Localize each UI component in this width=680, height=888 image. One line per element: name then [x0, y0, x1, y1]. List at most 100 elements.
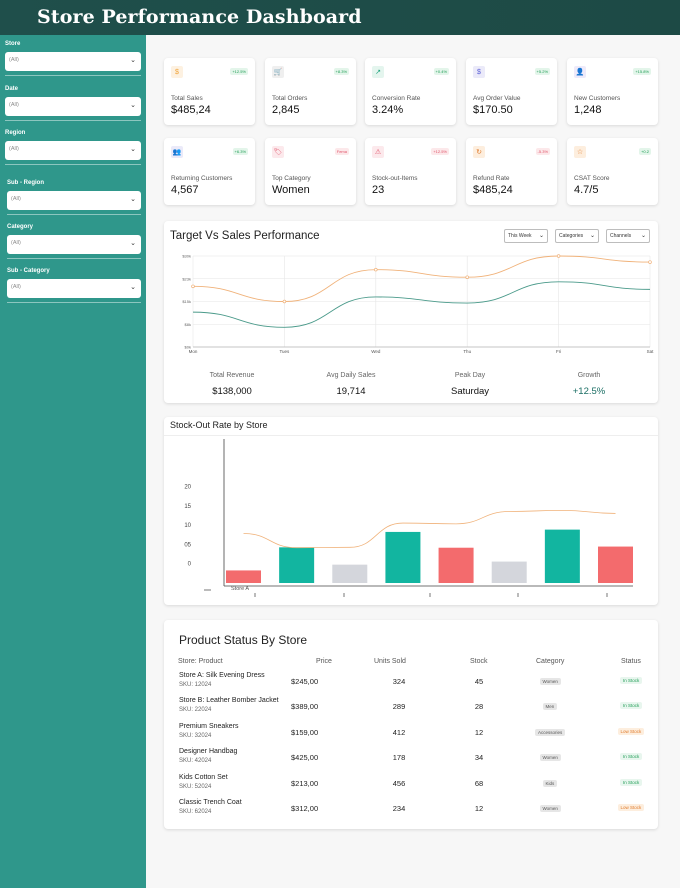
bar-7[interactable] [544, 529, 580, 583]
y-tick-label: $23k [182, 276, 191, 281]
filter-select[interactable]: (All) ⌄ [5, 52, 141, 71]
units-sold: 289 [392, 702, 406, 712]
bar-1[interactable] [226, 570, 261, 583]
filter-label: Category [7, 224, 34, 230]
kpi-label: CSAT Score [574, 175, 610, 182]
filter-select[interactable]: (All) ⌄ [5, 141, 141, 160]
data-point[interactable] [282, 299, 287, 304]
data-point[interactable] [374, 267, 378, 272]
kpi-card-total-orders: 🛒 +8.3% Total Orders 2,845 [265, 58, 356, 125]
categories-dropdown[interactable]: Categories ⌄ [555, 229, 599, 243]
y-tick-label: 15 [184, 504, 191, 510]
filter-value: (All) [9, 57, 19, 63]
product-name: Store B: Leather Bomber Jacket [179, 697, 279, 705]
bar-3[interactable] [332, 564, 368, 583]
stock-count: 12 [474, 804, 484, 813]
table-row[interactable]: Store B: Leather Bomber Jacket SKU: 22024… [164, 696, 658, 721]
bar-6[interactable] [491, 561, 527, 583]
status-badge: In Stock [620, 778, 643, 786]
product-sku: SKU: 22024 [179, 707, 212, 714]
filter-sub-category: Sub - Category (All) ⌄ [7, 268, 141, 303]
table-row[interactable]: Designer Handbag SKU: 42024 $425,00 178 34 Wo… [164, 747, 658, 772]
kpi-value: 1,248 [574, 104, 602, 116]
col-header-product: Store: Product [178, 658, 223, 665]
product-price: $159,00 [291, 727, 319, 737]
x-tick-label: Fri [556, 349, 561, 354]
filter-value: (All) [11, 284, 21, 290]
product-name: Premium Sneakers [179, 722, 239, 730]
filter-select[interactable]: (All) ⌄ [7, 235, 141, 254]
y-tick-label: 10 [184, 523, 191, 529]
filter-label: Date [5, 86, 19, 92]
kpi-card-conversion-rate: ↗ +0.4% Conversion Rate 3.24% [365, 58, 456, 125]
table-row[interactable]: Classic Trench Coat SKU: 62024 $312,00 234 1… [164, 798, 658, 823]
kpi-label: New Customers [574, 95, 621, 102]
filter-date: Date (All) ⌄ [5, 86, 141, 121]
kpi-value: $170.50 [473, 104, 513, 116]
week-dropdown[interactable]: This Week ⌄ [504, 229, 548, 243]
bar-2[interactable] [279, 547, 315, 583]
users-icon: 👥 [171, 146, 183, 158]
chevron-down-icon: ⌄ [130, 196, 136, 203]
dollar-icon: $ [171, 66, 183, 78]
cart-icon: 🛒 [272, 66, 284, 78]
page-title: Store Performance Dashboard [37, 6, 362, 28]
change-badge: +15.8% [633, 68, 651, 75]
channels-dropdown[interactable]: Channels ⌄ [606, 229, 650, 243]
x-tick-label: Wed [371, 349, 381, 354]
status-badge: In Stock [620, 702, 643, 710]
product-name: Classic Trench Coat [179, 799, 242, 806]
table-row[interactable]: Kids Cotton Set SKU: 52024 $213,00 456 68 Kid… [164, 773, 658, 798]
trend-line [243, 509, 616, 549]
stat-value: $138,000 [212, 386, 252, 397]
change-badge: +5.2% [534, 68, 550, 75]
filter-select[interactable]: (All) ⌄ [7, 279, 141, 298]
x-tick-label: Thu [463, 349, 471, 354]
stat-growth: Growth +12.5% [529, 372, 649, 397]
category-badge: Women [539, 754, 561, 762]
data-point[interactable] [465, 275, 469, 279]
filter-sub-region: Sub - Region (All) ⌄ [7, 180, 141, 215]
product-table-title: Product Status By Store [179, 633, 308, 647]
data-point[interactable] [648, 260, 652, 264]
change-badge: +0.4% [433, 68, 449, 75]
change-badge: +6.3% [232, 148, 248, 155]
table-row[interactable]: Premium Sneakers SKU: 32024 $159,00 412 12 Ac… [164, 722, 658, 747]
y-tick-label: 05 [184, 542, 191, 548]
y-tick-label: $15k [182, 299, 191, 304]
kpi-value: 3.24% [372, 104, 404, 116]
x-tick-label: Tues [279, 349, 290, 354]
kpi-card-refund-rate: ↻ -5.3% Refund Rate $485,24 [466, 138, 557, 205]
stock-count: 34 [474, 753, 484, 763]
kpi-label: Total Sales [171, 95, 203, 102]
filter-select[interactable]: (All) ⌄ [7, 191, 141, 210]
data-point[interactable] [191, 284, 195, 289]
chevron-down-icon: ⌄ [130, 57, 136, 64]
chevron-down-icon: ⌄ [130, 240, 136, 247]
filter-select[interactable]: (All) ⌄ [5, 97, 141, 116]
filter-store: Store (All) ⌄ [5, 41, 141, 76]
product-sku: SKU: 42024 [179, 758, 212, 765]
bar-5[interactable] [438, 547, 474, 583]
table-row[interactable]: Store A: Silk Evening Dress SKU: 12024 $24… [164, 671, 658, 696]
stat-label: Growth [577, 372, 601, 379]
bar-8[interactable] [598, 546, 633, 583]
filter-label: Sub - Region [7, 180, 44, 186]
status-badge: Low Stock [617, 804, 645, 811]
product-price: $389,00 [291, 702, 319, 712]
trend-up-icon: ↗ [372, 66, 384, 78]
stockout-rate-card: Stock-Out Rate by Store 0 05 10 15 20 Store A [164, 417, 658, 605]
data-point[interactable] [556, 254, 561, 258]
y-tick-label: $30k [182, 254, 191, 259]
stat-total-revenue: Total Revenue $138,000 [172, 372, 292, 397]
kpi-label: Avg Order Value [473, 95, 521, 102]
kpi-value: $485,24 [473, 184, 513, 196]
star-icon: ☆ [574, 146, 586, 158]
bar-4[interactable] [385, 531, 421, 583]
stockout-rate-bar-chart: 0 05 10 15 20 Store A [184, 439, 633, 597]
product-price: $425,00 [291, 753, 319, 763]
status-badge: In Stock [620, 677, 643, 684]
filter-divider [5, 120, 141, 121]
filter-value: (All) [11, 196, 21, 202]
filter-divider [7, 258, 141, 259]
